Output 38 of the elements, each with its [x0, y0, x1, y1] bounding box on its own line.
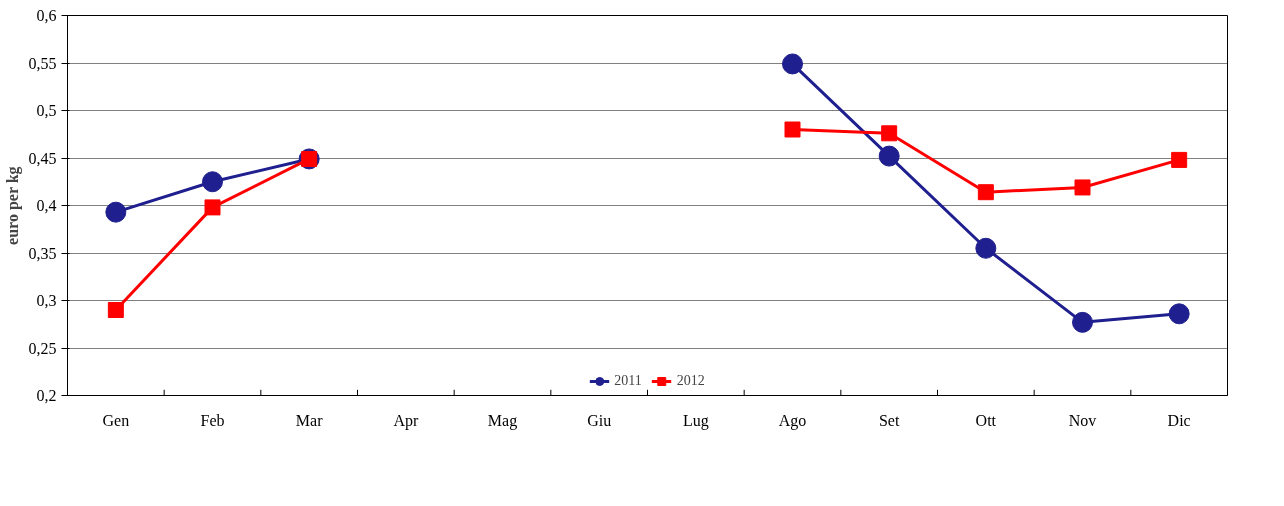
point — [784, 121, 801, 138]
x-tick-label: Giu — [587, 411, 612, 429]
y-axis-title: euro per kg — [3, 166, 22, 245]
y-tick-label: 0,5 — [36, 102, 57, 119]
x-tick-label: Apr — [393, 411, 419, 430]
point — [1072, 311, 1093, 333]
point — [202, 171, 223, 193]
point — [881, 125, 898, 142]
point — [977, 184, 994, 201]
point — [975, 237, 997, 259]
x-tick-label: Ott — [975, 411, 997, 429]
legend-label: 2012 — [676, 373, 705, 389]
y-tick-label: 0,35 — [28, 244, 57, 262]
point — [1168, 303, 1190, 325]
y-tick-label: 0,4 — [36, 197, 57, 214]
x-tick-label: Mar — [295, 411, 324, 429]
point — [105, 201, 127, 223]
x-tick-label: Gen — [102, 411, 130, 429]
x-tick-label: Dic — [1167, 411, 1191, 429]
y-tick-label: 0,55 — [28, 54, 57, 72]
x-tick-label: Nov — [1068, 411, 1097, 429]
y-tick-label: 0,45 — [28, 149, 57, 167]
point — [1171, 151, 1188, 168]
x-tick-label: Feb — [200, 411, 225, 429]
x-tick-label: Set — [878, 411, 900, 429]
point — [878, 145, 900, 167]
x-tick-label: Mag — [487, 411, 518, 430]
y-tick-label: 0,25 — [28, 339, 57, 357]
point — [204, 199, 221, 216]
x-tick-label: Ago — [778, 411, 807, 430]
y-tick-label: 0,3 — [36, 292, 57, 309]
point — [107, 302, 124, 318]
point — [1074, 179, 1091, 196]
point — [782, 53, 803, 75]
x-tick-label: Lug — [682, 411, 709, 430]
legend-label: 2011 — [614, 373, 642, 389]
y-tick-label: 0,6 — [36, 7, 57, 24]
y-tick-label: 0,2 — [36, 387, 57, 404]
